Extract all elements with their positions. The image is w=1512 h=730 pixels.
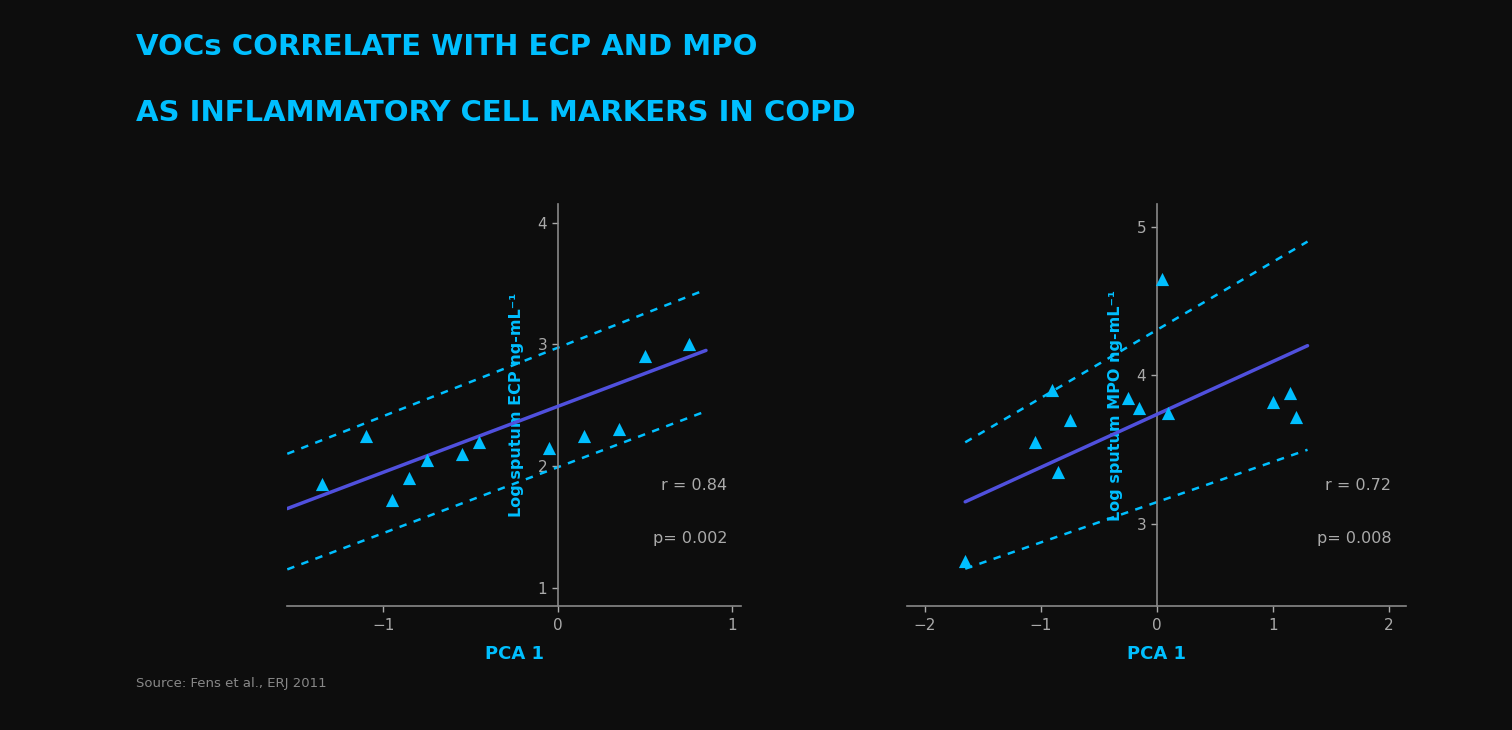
- Point: [467, 436, 491, 447]
- X-axis label: PCA 1: PCA 1: [484, 645, 544, 663]
- Y-axis label: Log sputum MPO ng-mL⁻¹: Log sputum MPO ng-mL⁻¹: [1108, 290, 1122, 520]
- Point: [380, 494, 404, 506]
- Point: [310, 478, 334, 490]
- Point: [1116, 392, 1140, 404]
- Text: r = 0.72: r = 0.72: [1325, 478, 1391, 493]
- Point: [1278, 388, 1302, 399]
- Point: [398, 472, 422, 484]
- Text: p= 0.008: p= 0.008: [1317, 531, 1391, 546]
- Point: [1151, 273, 1175, 285]
- Point: [606, 423, 631, 435]
- Point: [1046, 466, 1070, 478]
- Point: [354, 430, 378, 442]
- Point: [572, 430, 596, 442]
- Point: [449, 448, 473, 460]
- X-axis label: PCA 1: PCA 1: [1126, 645, 1187, 663]
- Point: [634, 350, 658, 362]
- Y-axis label: Log sputum ECP ng-mL⁻¹: Log sputum ECP ng-mL⁻¹: [508, 293, 523, 518]
- Point: [1040, 385, 1064, 396]
- Point: [1022, 437, 1046, 448]
- Point: [414, 454, 438, 466]
- Point: [1261, 396, 1285, 408]
- Text: VOCs CORRELATE WITH ECP AND MPO: VOCs CORRELATE WITH ECP AND MPO: [136, 33, 758, 61]
- Point: [1126, 402, 1151, 414]
- Point: [1157, 407, 1181, 418]
- Point: [537, 442, 561, 453]
- Text: AS INFLAMMATORY CELL MARKERS IN COPD: AS INFLAMMATORY CELL MARKERS IN COPD: [136, 99, 856, 126]
- Point: [953, 556, 977, 567]
- Text: p= 0.002: p= 0.002: [653, 531, 727, 546]
- Text: Source: Fens et al., ERJ 2011: Source: Fens et al., ERJ 2011: [136, 677, 327, 690]
- Point: [676, 339, 700, 350]
- Text: r = 0.84: r = 0.84: [661, 478, 727, 493]
- Point: [1284, 411, 1308, 423]
- Point: [1057, 414, 1081, 426]
